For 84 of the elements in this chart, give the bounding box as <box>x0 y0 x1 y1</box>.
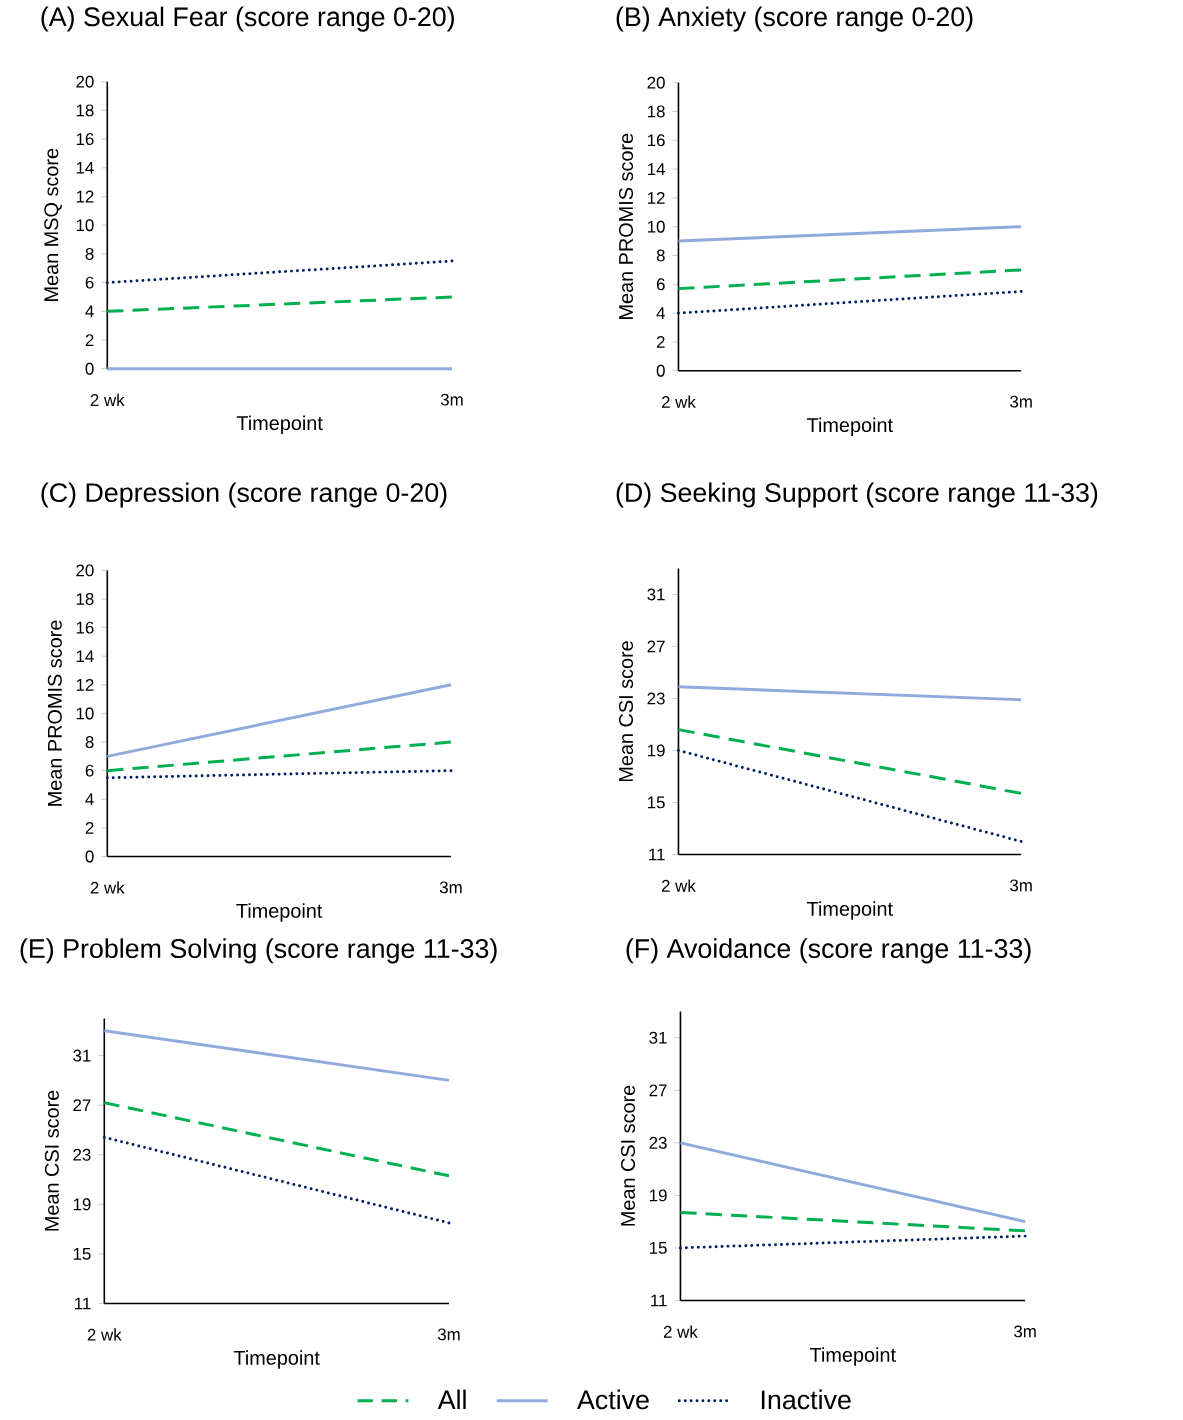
x-tick-label: 3m <box>440 393 463 406</box>
x-tick-label: 2 wk <box>663 1325 698 1338</box>
y-tick-label: 16 <box>647 134 665 147</box>
x-tick-label: 2 wk <box>87 1328 122 1341</box>
x-tick-label: 2 wk <box>661 395 696 408</box>
x-tick-label: 3m <box>437 1328 460 1341</box>
y-tick-label: 8 <box>85 736 94 749</box>
chart-title: (C) Depression (score range 0-20) <box>41 482 447 508</box>
chart-title: (A) Sexual Fear (score range 0-20) <box>41 6 454 32</box>
y-tick-label: 12 <box>76 678 94 691</box>
y-tick-label: 2 <box>656 336 665 348</box>
y-axis-title: Mean CSI score <box>44 1090 59 1231</box>
y-tick-label: 4 <box>85 793 94 806</box>
y-tick-label: 8 <box>656 249 665 262</box>
y-tick-label: 0 <box>85 362 94 375</box>
y-tick-label: 23 <box>73 1148 91 1161</box>
y-tick-label: 20 <box>76 75 94 88</box>
y-tick-label: 31 <box>647 588 665 601</box>
y-tick-label: 4 <box>656 307 665 319</box>
y-tick-label: 15 <box>73 1248 91 1260</box>
legend-label: All <box>437 1389 466 1410</box>
legend-label: Inactive <box>761 1389 851 1410</box>
y-tick-label: 0 <box>656 364 665 377</box>
chart-title: (E) Problem Solving (score range 11-33) <box>20 938 497 964</box>
y-tick-label: 16 <box>76 621 94 634</box>
x-axis-title: Timepoint <box>236 415 323 435</box>
y-axis-title: Mean CSI score <box>620 1085 635 1226</box>
x-tick-label: 2 wk <box>661 879 696 892</box>
x-tick-label: 3m <box>1014 1325 1036 1338</box>
y-tick-label: 11 <box>649 848 665 861</box>
y-tick-label: 10 <box>647 220 665 233</box>
y-tick-label: 15 <box>647 796 665 809</box>
y-axis-title: Mean PROMIS score <box>618 133 634 319</box>
x-axis-title: Timepoint <box>806 417 893 437</box>
y-tick-label: 27 <box>647 640 665 653</box>
y-tick-label: 6 <box>85 764 94 777</box>
y-tick-label: 19 <box>73 1198 91 1211</box>
x-axis-title: Timepoint <box>236 903 323 922</box>
y-tick-label: 11 <box>75 1297 91 1310</box>
y-tick-label: 10 <box>76 707 94 720</box>
y-tick-label: 18 <box>76 104 94 117</box>
y-tick-label: 18 <box>76 593 94 605</box>
y-tick-label: 4 <box>85 305 94 318</box>
x-axis-title: Timepoint <box>233 1350 320 1369</box>
y-tick-label: 31 <box>73 1049 91 1062</box>
y-tick-label: 12 <box>647 192 665 204</box>
y-axis-title: Mean PROMIS score <box>47 620 62 806</box>
y-tick-label: 20 <box>76 564 94 577</box>
y-tick-label: 12 <box>76 190 94 203</box>
y-tick-label: 20 <box>647 76 665 89</box>
y-tick-label: 15 <box>649 1242 667 1254</box>
y-tick-label: 8 <box>85 247 94 260</box>
chart-title: (D) Seeking Support (score range 11-33) <box>616 482 1098 508</box>
y-tick-label: 14 <box>647 163 665 175</box>
y-tick-label: 23 <box>647 692 665 705</box>
x-tick-label: 3m <box>1010 879 1032 892</box>
y-tick-label: 19 <box>647 744 665 757</box>
x-axis-title: Timepoint <box>806 901 893 920</box>
chart-title: (F) Avoidance (score range 11-33) <box>626 938 1031 964</box>
y-tick-label: 6 <box>656 278 665 291</box>
chart-title: (B) Anxiety (score range 0-20) <box>616 6 973 32</box>
y-tick-label: 11 <box>651 1294 667 1307</box>
y-axis-title: Mean CSI score <box>618 641 634 782</box>
y-tick-label: 0 <box>85 850 94 863</box>
x-tick-label: 3m <box>439 881 462 894</box>
y-tick-label: 6 <box>85 276 94 289</box>
y-tick-label: 18 <box>647 105 665 118</box>
y-tick-label: 2 <box>85 821 94 834</box>
y-tick-label: 31 <box>649 1031 667 1044</box>
x-tick-label: 2 wk <box>90 881 125 894</box>
y-axis-title: Mean MSQ score <box>44 148 62 301</box>
y-tick-label: 16 <box>76 133 94 146</box>
x-axis-title: Timepoint <box>809 1347 896 1366</box>
y-tick-label: 10 <box>76 219 94 232</box>
y-tick-label: 23 <box>649 1136 667 1149</box>
y-tick-label: 19 <box>649 1189 667 1202</box>
y-tick-label: 14 <box>76 650 94 663</box>
y-tick-label: 14 <box>76 161 94 174</box>
x-tick-label: 2 wk <box>90 393 125 406</box>
x-tick-label: 3m <box>1010 395 1032 408</box>
y-tick-label: 27 <box>73 1099 91 1112</box>
y-tick-label: 2 <box>85 334 94 346</box>
legend-label: Active <box>576 1389 649 1410</box>
y-tick-label: 27 <box>649 1084 667 1097</box>
